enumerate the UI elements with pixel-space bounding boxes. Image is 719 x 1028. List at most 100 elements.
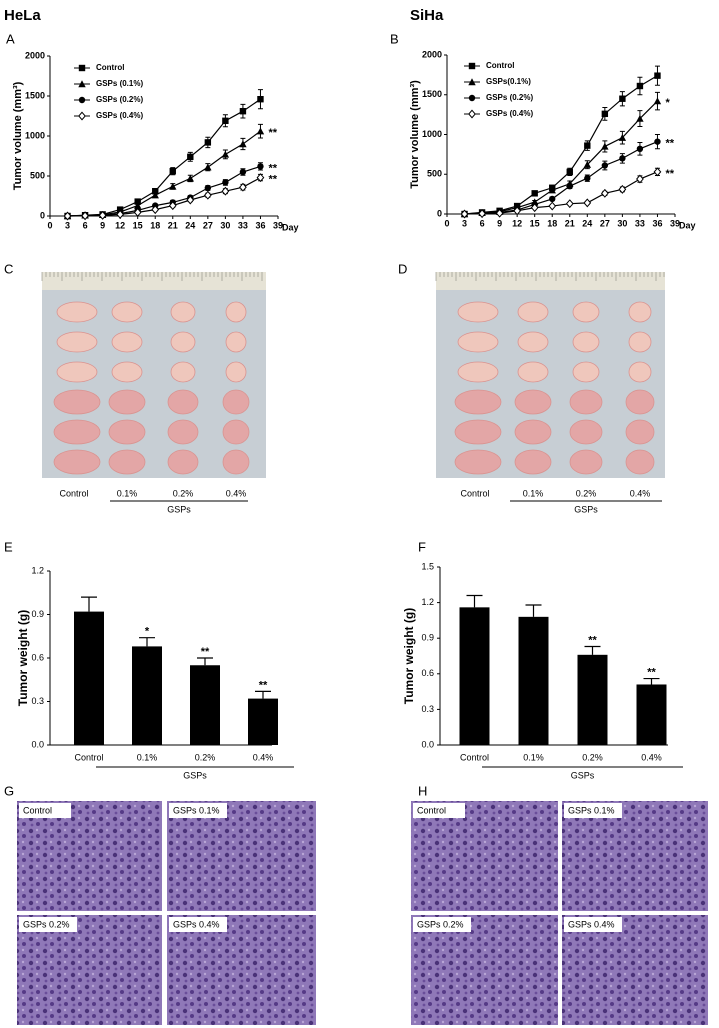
marker: [636, 145, 644, 153]
tumor: [222, 419, 250, 445]
series-line: [67, 130, 261, 217]
tumor: [56, 301, 98, 323]
tumor: [53, 419, 101, 445]
marker: [636, 82, 644, 90]
marker: [654, 72, 661, 79]
marker: [134, 198, 141, 205]
panel-label: H: [418, 783, 427, 798]
marker: [222, 117, 229, 124]
tumor: [225, 301, 247, 323]
marker: [133, 201, 142, 209]
marker: [549, 195, 556, 203]
tumor: [56, 361, 98, 383]
tumor: [111, 331, 143, 353]
marker: [618, 133, 627, 141]
tumor: [517, 361, 549, 383]
x-tick-label: 12: [512, 218, 522, 228]
tumor: [457, 301, 499, 323]
marker: [78, 64, 86, 72]
series-line: [67, 177, 261, 217]
column-title: HeLa: [4, 7, 41, 24]
bar: [459, 607, 490, 745]
marker: [151, 191, 159, 199]
bar: [577, 654, 608, 745]
tumor: [53, 449, 101, 475]
y-tick-label: 1.2: [31, 565, 44, 575]
legend-label: GSPs(0.1%): [486, 77, 531, 86]
tumor: [517, 301, 549, 323]
histology-label: GSPs 0.1%: [568, 805, 615, 815]
histology-label: GSPs 0.2%: [23, 919, 70, 929]
tumor: [569, 389, 603, 415]
y-tick-label: 0.9: [31, 609, 44, 619]
x-tick-label: 21: [168, 220, 178, 230]
marker: [548, 186, 556, 194]
tumor: [167, 449, 199, 475]
tumor: [625, 419, 655, 445]
marker: [169, 182, 177, 190]
tumor: [108, 449, 146, 475]
marker: [531, 190, 538, 197]
panel-label: A: [6, 31, 15, 46]
tumor: [457, 331, 499, 353]
y-tick-label: 2000: [25, 50, 45, 60]
photo-label: 0.2%: [576, 488, 597, 498]
marker: [204, 139, 212, 146]
x-tick-label: 15: [133, 220, 143, 230]
marker: [98, 210, 107, 220]
y-tick-label: 1.2: [421, 597, 434, 607]
bar: [248, 698, 278, 745]
x-tick-label: 36: [255, 220, 265, 230]
y-tick-label: 1.5: [421, 561, 434, 571]
y-tick-label: 0.9: [421, 633, 434, 643]
marker: [203, 190, 212, 200]
x-tick-label: 15: [530, 218, 540, 228]
y-tick-label: 1500: [422, 89, 442, 99]
x-axis-label: Day: [679, 220, 696, 230]
y-tick-label: 1000: [422, 129, 442, 139]
photo-label: 0.4%: [630, 488, 651, 498]
marker: [257, 163, 264, 170]
tumor: [569, 449, 603, 475]
y-tick-label: 500: [427, 169, 442, 179]
y-tick-label: 0.6: [421, 668, 434, 678]
error-bar: [139, 637, 155, 647]
label-box: [413, 803, 465, 818]
x-tick-label: 33: [635, 218, 645, 228]
histology-image: [562, 801, 708, 911]
histology-label: GSPs 0.4%: [173, 919, 220, 929]
tumor: [222, 449, 250, 475]
annotation: **: [259, 679, 268, 691]
marker: [81, 211, 89, 221]
marker: [222, 179, 229, 186]
x-tick-label: 6: [480, 218, 485, 228]
marker: [152, 188, 159, 195]
error-bar: [525, 604, 542, 617]
error-bar: [197, 657, 213, 666]
x-tick-label: 0.1%: [523, 752, 544, 762]
label-box: [169, 917, 227, 932]
marker: [653, 167, 662, 177]
marker: [78, 80, 86, 88]
tumor: [454, 389, 502, 415]
x-tick-label: 24: [582, 218, 592, 228]
annotation: **: [268, 174, 277, 186]
legend-label: GSPs (0.1%): [96, 79, 143, 88]
error-bar: [81, 596, 97, 612]
marker: [530, 203, 539, 213]
x-tick-label: 3: [462, 218, 467, 228]
marker: [548, 201, 557, 211]
tumor: [56, 331, 98, 353]
marker: [78, 111, 86, 121]
label-box: [169, 803, 227, 818]
marker: [63, 211, 72, 221]
marker: [221, 150, 230, 158]
y-tick-label: 0: [40, 210, 45, 220]
marker: [468, 109, 476, 119]
legend-label: Control: [486, 61, 514, 70]
y-tick-label: 0.3: [421, 704, 434, 714]
annotation: *: [665, 97, 670, 109]
tumor: [517, 331, 549, 353]
marker: [636, 174, 644, 184]
marker: [513, 206, 522, 216]
